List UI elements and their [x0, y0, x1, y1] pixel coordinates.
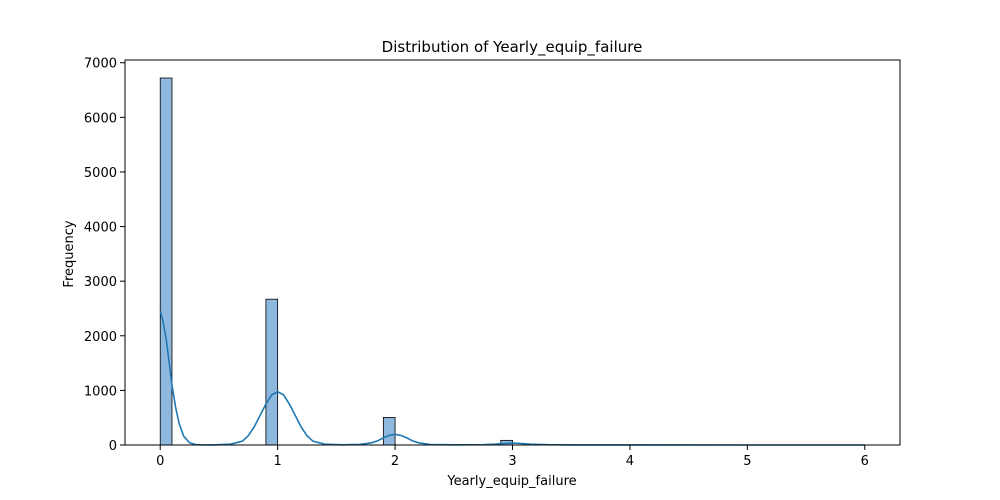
y-tick-label-5: 5000: [84, 166, 117, 181]
y-tick-label-7: 7000: [84, 57, 117, 72]
x-axis-ticks: 0 1 2 3 4 5 6: [156, 445, 869, 469]
x-tick-label-0: 0: [156, 454, 164, 469]
y-tick-label-3: 3000: [84, 275, 117, 290]
y-axis-ticks: 0 1000 2000 3000 4000 5000 6000 7000: [84, 57, 125, 454]
histogram-bar-0: [159, 77, 173, 446]
kde-curve: [159, 310, 865, 446]
y-axis-label: Frequency: [62, 220, 77, 287]
plot-frame: [124, 59, 901, 446]
x-tick-label-3: 3: [508, 454, 516, 469]
histogram-bar-2: [382, 417, 396, 446]
y-tick-label-6: 6000: [84, 111, 117, 126]
x-tick-label-1: 1: [274, 454, 282, 469]
x-axis-label: Yearly_equip_failure: [446, 474, 576, 489]
y-tick-label-2: 2000: [84, 330, 117, 345]
y-tick-label-1: 1000: [84, 384, 117, 399]
y-tick-label-4: 4000: [84, 221, 117, 236]
x-tick-label-2: 2: [391, 454, 399, 469]
histogram-bars: [159, 77, 513, 446]
x-tick-label-6: 6: [861, 454, 869, 469]
y-tick-label-0: 0: [109, 439, 117, 454]
x-tick-label-4: 4: [626, 454, 634, 469]
histogram-bar-1: [265, 298, 279, 446]
x-tick-label-5: 5: [743, 454, 751, 469]
chart-title: Distribution of Yearly_equip_failure: [382, 38, 643, 57]
